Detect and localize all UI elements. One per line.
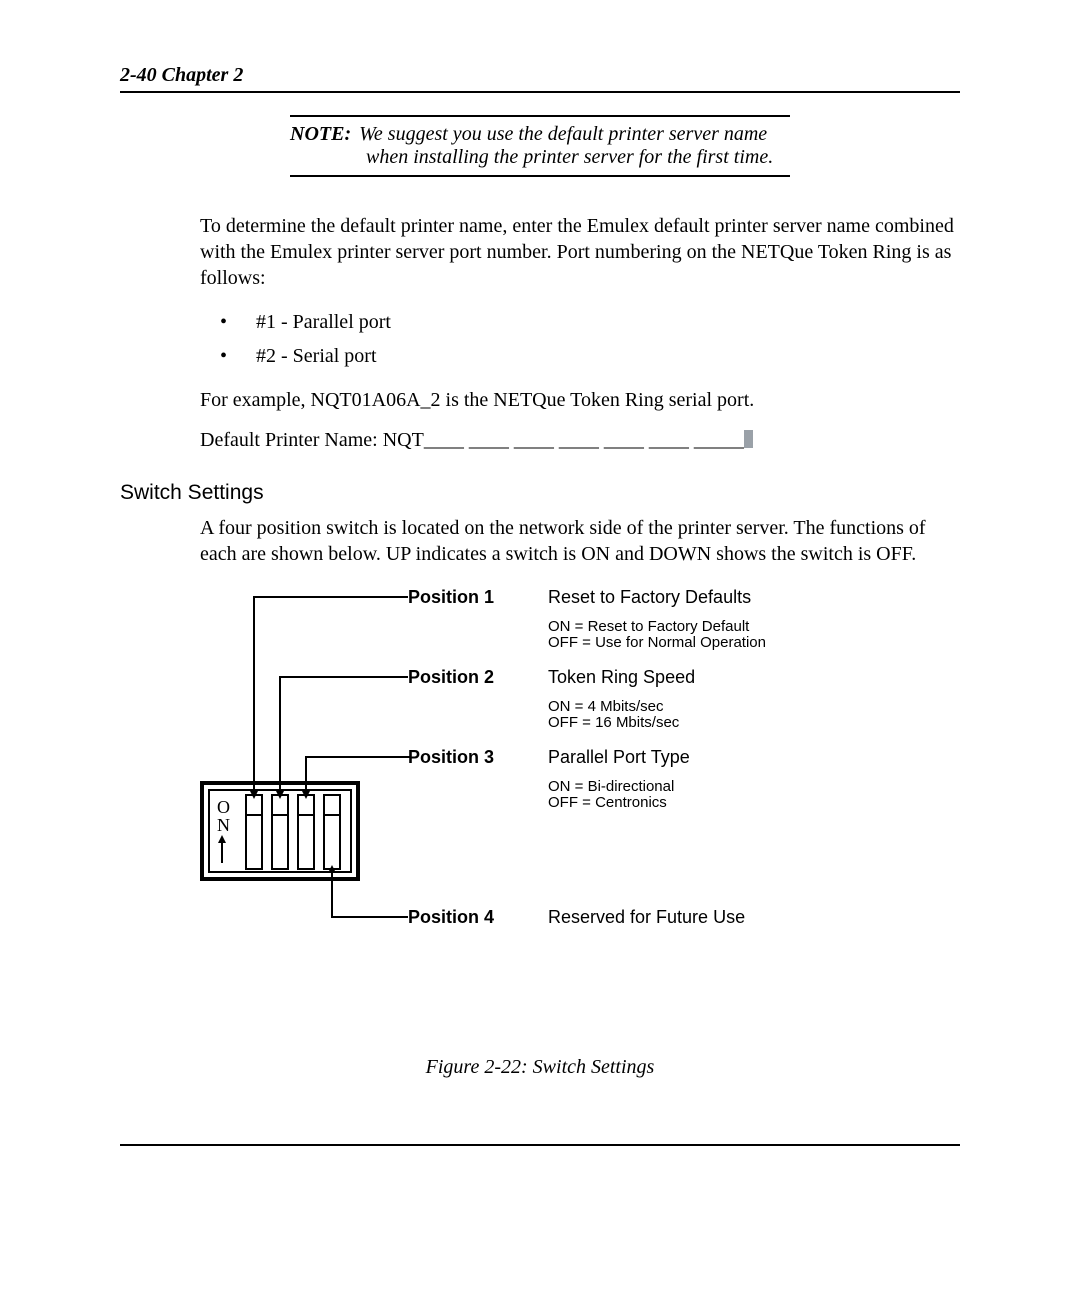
position-3-title: Parallel Port Type [548,747,690,767]
note-box: NOTE:We suggest you use the default prin… [290,115,790,177]
position-2-label: Position 2 [408,667,494,687]
section-heading-switch-settings: Switch Settings [120,481,960,505]
port-list: #1 - Parallel port #2 - Serial port [220,305,960,373]
paragraph-switch-settings: A four position switch is located on the… [200,515,960,567]
default-printer-name-line: Default Printer Name: NQT____ ____ ____ … [200,427,960,453]
on-label-n: N [217,815,230,835]
list-item: #1 - Parallel port [220,305,960,339]
switch-diagram: O N [200,581,960,946]
position-4-title: Reserved for Future Use [548,907,745,927]
on-label-o: O [217,797,230,817]
note-line-1: NOTE:We suggest you use the default prin… [290,123,790,146]
switch-slot-4 [324,795,340,869]
position-4-label: Position 4 [408,907,494,927]
position-3-off: OFF = Centronics [548,794,667,811]
paragraph-default-name: To determine the default printer name, e… [200,213,960,291]
position-1-label: Position 1 [408,587,494,607]
paragraph-example: For example, NQT01A06A_2 is the NETQue T… [200,387,960,413]
position-2-on: ON = 4 Mbits/sec [548,698,664,715]
note-label: NOTE: [290,123,359,146]
position-1-off: OFF = Use for Normal Operation [548,634,766,651]
list-item: #2 - Serial port [220,339,960,373]
page: 2-40 Chapter 2 NOTE:We suggest you use t… [0,0,1080,1296]
position-1-on: ON = Reset to Factory Default [548,618,750,635]
leader-line-1 [254,597,408,793]
switch-slot-3 [298,795,314,869]
note-line-2: when installing the printer server for t… [290,146,790,169]
position-2-title: Token Ring Speed [548,667,695,687]
position-2-off: OFF = 16 Mbits/sec [548,714,680,731]
figure-caption: Figure 2-22: Switch Settings [120,1056,960,1079]
default-name-text: Default Printer Name: NQT____ ____ ____ … [200,429,744,451]
position-3-label: Position 3 [408,747,494,767]
position-1-title: Reset to Factory Defaults [548,587,751,607]
page-header: 2-40 Chapter 2 [120,64,960,93]
text-cursor-icon [744,430,753,448]
footer-rule [120,1144,960,1146]
switch-slot-1 [246,795,262,869]
position-3-on: ON = Bi-directional [548,778,674,795]
leader-line-2 [280,677,408,793]
note-text-1: We suggest you use the default printer s… [359,123,767,145]
switch-slot-2 [272,795,288,869]
